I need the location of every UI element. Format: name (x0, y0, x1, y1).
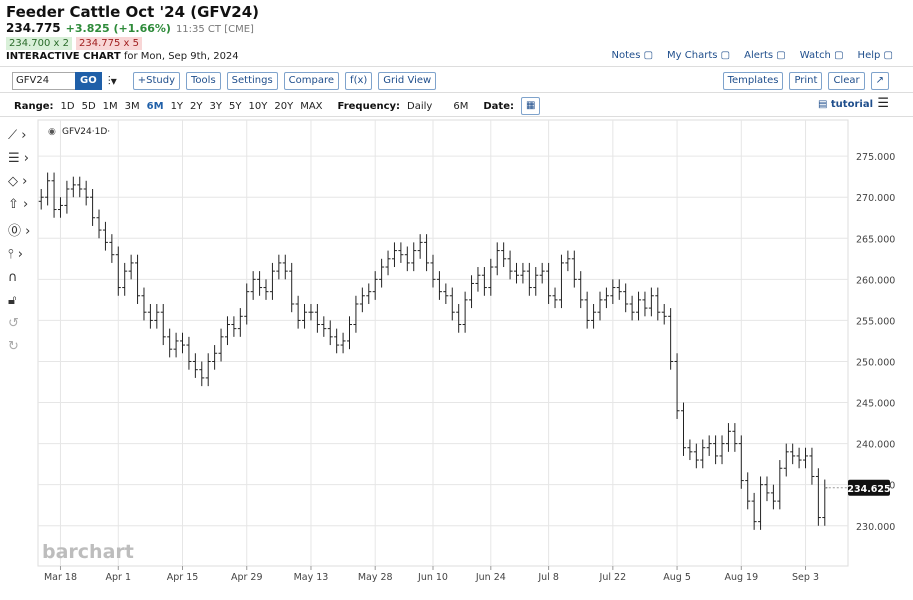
top-link[interactable]: Help (858, 50, 893, 61)
menu-icon[interactable]: ☰ (877, 96, 889, 111)
top-links: Notes My Charts Alerts Watch Help (612, 50, 893, 61)
frequency-label: Frequency: (337, 100, 401, 112)
ask: 234.775 x 5 (76, 37, 142, 50)
top-link[interactable]: Alerts (744, 50, 786, 61)
change: +3.825 (+1.66%) (65, 22, 171, 35)
toolbar: GFV24 GO ⫶▾ +Study Tools Settings Compare f(… (12, 72, 437, 90)
time: 11:35 CT [CME] (175, 24, 254, 35)
range-option[interactable]: 1D (60, 100, 75, 112)
date-picker[interactable]: ▦ (520, 97, 541, 115)
toolbar-button[interactable]: Clear (828, 72, 865, 90)
y-tick-label: 270.000 (856, 193, 895, 204)
range-option[interactable]: MAX (300, 100, 323, 112)
watermark: barchart (42, 541, 134, 563)
range-option[interactable]: 5Y (229, 100, 242, 112)
bid: 234.700 x 2 (6, 37, 72, 50)
tool[interactable]: ↻ (8, 339, 19, 354)
tool[interactable]: ⇧ › (8, 197, 29, 212)
y-tick-label: 230.000 (856, 522, 895, 533)
x-tick-label: Aug 19 (724, 572, 758, 583)
frequency-select[interactable]: Daily (407, 100, 433, 112)
y-tick-label: 255.000 (856, 316, 895, 327)
range-option[interactable]: 2Y (190, 100, 203, 112)
range-option[interactable]: 1M (102, 100, 118, 112)
y-tick-label: 275.000 (856, 152, 895, 163)
top-link[interactable]: Watch (800, 50, 844, 61)
toolbar-button[interactable]: Templates (722, 72, 784, 90)
toolbar-button[interactable]: +Study (132, 72, 181, 90)
go-button[interactable]: GO (75, 72, 102, 90)
symbol-input[interactable]: GFV24 (12, 72, 76, 90)
range-option[interactable]: 5D (81, 100, 96, 112)
x-tick-label: May 28 (358, 572, 393, 583)
y-tick-label: 240.000 (856, 440, 895, 451)
chart: 230.000235.000240.000245.000250.000255.0… (37, 119, 895, 583)
chart-date: for Mon, Sep 9th, 2024 (123, 51, 239, 62)
separator (0, 66, 913, 67)
tutorial-text: tutorial (830, 99, 873, 110)
range-option[interactable]: 3Y (209, 100, 223, 112)
top-link[interactable]: Notes (612, 50, 654, 61)
separator (0, 92, 913, 93)
separator (0, 116, 913, 117)
x-tick-label: Sep 3 (792, 572, 819, 583)
last-price: 234.775 (6, 21, 61, 35)
period-select[interactable]: 6M (453, 100, 469, 112)
range-option[interactable]: 10Y (248, 100, 268, 112)
right-toolbar: Templates Print Clear ↗ (722, 72, 889, 90)
x-tick-label: Aug 5 (663, 572, 691, 583)
x-tick-label: Apr 15 (167, 572, 199, 583)
x-tick-label: Jul 22 (599, 572, 627, 583)
tool[interactable]: ∩ (8, 270, 18, 285)
range-option[interactable]: 20Y (274, 100, 294, 112)
range-label: Range: (14, 100, 54, 112)
quote: 234.775 +3.825 (+1.66%) 11:35 CT [CME] (6, 21, 254, 35)
toolbar-button[interactable]: Print (789, 72, 823, 90)
x-tick-label: Mar 18 (44, 572, 77, 583)
tool[interactable]: ◇ › (8, 174, 28, 189)
y-tick-label: 250.000 (856, 357, 895, 368)
x-tick-label: Jul 8 (537, 572, 559, 583)
last-price-tag (848, 479, 890, 496)
title: Feeder Cattle Oct '24 (GFV24) (6, 3, 260, 21)
toolbar-button[interactable]: Grid View (378, 72, 437, 90)
y-tick-label: 260.000 (856, 275, 895, 286)
legend-eye: ◉ (48, 127, 56, 137)
last-price-label: 234.625 (847, 484, 890, 495)
date-label: Date: (483, 100, 514, 112)
chart-label: INTERACTIVE CHART (6, 51, 121, 62)
tool[interactable]: 🔓︎ (8, 293, 17, 308)
range-option[interactable]: 3M (124, 100, 140, 112)
x-tick-label: Jun 10 (417, 572, 448, 583)
y-tick-label: 265.000 (856, 234, 895, 245)
bar-type-icon[interactable]: ⫶▾ (107, 73, 117, 88)
x-tick-label: May 13 (294, 572, 329, 583)
toolbar-button[interactable]: Compare (283, 72, 340, 90)
y-tick-label: 245.000 (856, 399, 895, 410)
expand-button[interactable]: ↗ (870, 72, 889, 90)
toolbar-button[interactable]: Tools (186, 72, 221, 90)
top-link[interactable]: My Charts (667, 50, 730, 61)
toolbar-button[interactable]: Settings (226, 72, 278, 90)
range-option[interactable]: 1Y (170, 100, 184, 112)
toolbar-button[interactable]: f(x) (345, 72, 373, 90)
legend: GFV24·1D· (62, 127, 110, 137)
tool[interactable]: ☰ › (8, 151, 29, 166)
tool[interactable]: ↺ (8, 316, 19, 331)
x-tick-label: Apr 1 (106, 572, 132, 583)
tutorial-link[interactable]: ▤ tutorial (817, 99, 873, 110)
tool[interactable]: ⫯ › (8, 247, 23, 262)
chart-heading: INTERACTIVE CHART for Mon, Sep 9th, 2024 (6, 51, 239, 62)
x-tick-label: Jun 24 (475, 572, 506, 583)
drawing-tools: ⟋ › ☰ › ◇ › ⇧ › ⓪ › ⫯ › ∩ 🔓︎ ↺ ↻ (8, 128, 30, 354)
tool[interactable]: ⓪ › (8, 224, 31, 239)
tool[interactable]: ⟋ › (8, 128, 27, 143)
range-option[interactable]: 6M (146, 100, 164, 112)
plot-area (37, 119, 849, 567)
bid-ask: 234.700 x 2 234.775 x 5 (6, 37, 142, 50)
range-bar: Range: 1D 5D 1M 3M 6M 1Y 2Y 3Y 5Y 10Y 20Y MAX Freque… (14, 97, 541, 115)
x-tick-label: Apr 29 (231, 572, 263, 583)
